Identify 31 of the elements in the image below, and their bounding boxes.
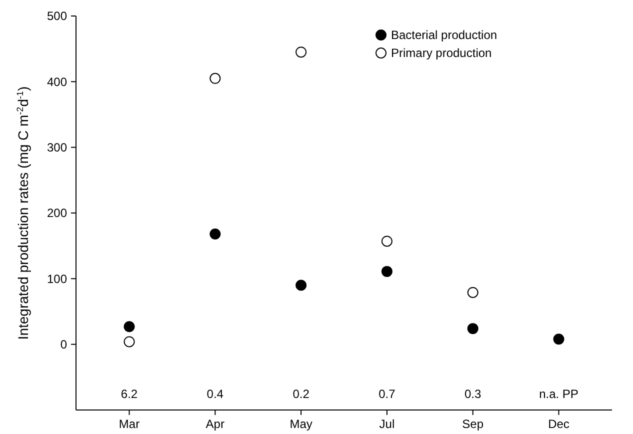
annotation: 0.4	[206, 387, 224, 401]
y-tick-label: 0	[60, 338, 68, 352]
x-tick-label: Mar	[118, 417, 140, 431]
y-tick-label: 300	[46, 140, 68, 155]
legend-label: Primary production	[391, 46, 492, 60]
point	[210, 228, 221, 240]
annotation: 6.2	[120, 387, 138, 401]
x-tick-label: Apr	[206, 417, 224, 431]
annotation: n.a. PP	[539, 387, 578, 401]
point	[553, 334, 564, 345]
point	[124, 321, 135, 332]
point	[381, 236, 392, 247]
y-tick-label: 200	[46, 206, 68, 220]
x-tick-label: Jul	[379, 417, 395, 431]
point	[296, 46, 307, 58]
x-tick-label: Dec	[548, 417, 570, 431]
point	[467, 286, 478, 298]
y-tick-label: 400	[46, 74, 68, 89]
point	[210, 72, 221, 84]
annotation: 0.7	[378, 387, 396, 401]
annotation: 0.2	[292, 387, 310, 401]
point	[381, 266, 392, 277]
x-tick-label: Sep	[462, 417, 484, 431]
point	[467, 323, 478, 334]
legend-label: Bacterial production	[391, 28, 498, 42]
point	[124, 336, 135, 348]
y-tick-label: 100	[46, 272, 68, 286]
x-tick-label: May	[290, 417, 312, 431]
point	[296, 280, 307, 291]
annotation: 0.3	[464, 387, 482, 401]
y-tick-label: 500	[46, 9, 68, 24]
